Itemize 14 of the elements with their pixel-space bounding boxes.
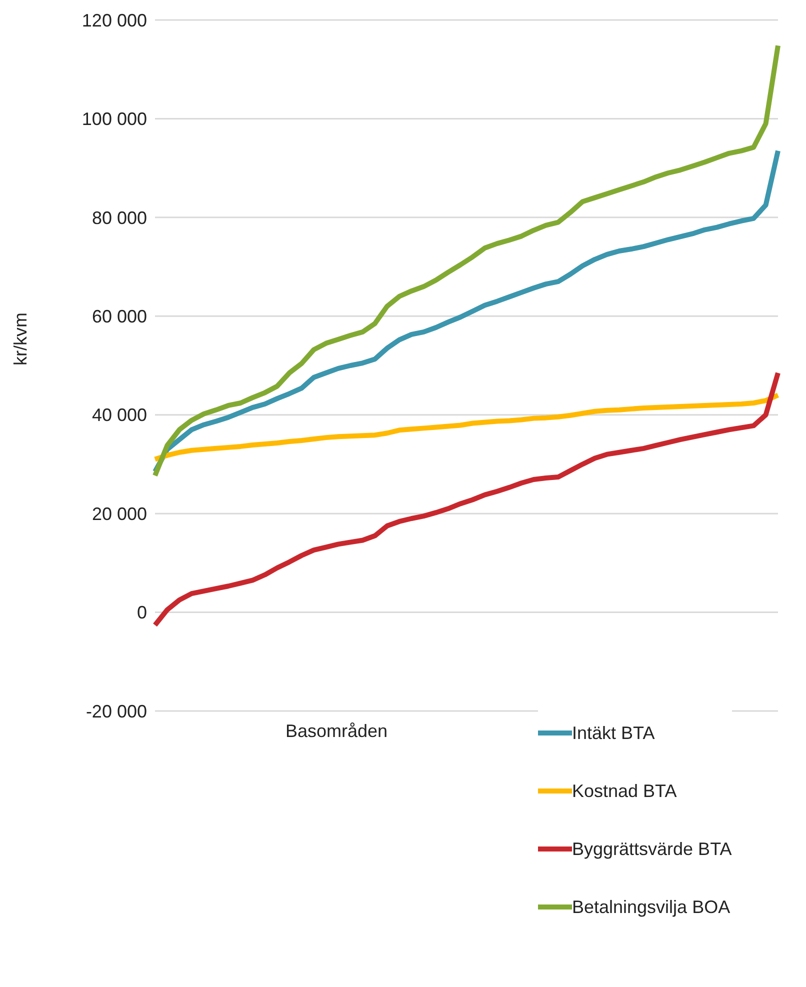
- y-tick-label: 80 000: [92, 208, 147, 228]
- y-tick-label: -20 000: [86, 701, 147, 722]
- legend-label: Byggrättsvärde BTA: [572, 838, 732, 860]
- legend-label: Betalningsvilja BOA: [572, 896, 730, 918]
- y-tick-label: 120 000: [82, 10, 147, 30]
- y-axis-title: kr/kvm: [10, 312, 30, 366]
- y-tick-label: 100 000: [82, 109, 147, 130]
- y-tick-label: 60 000: [92, 306, 147, 327]
- x-axis-title: Basområden: [285, 721, 388, 741]
- legend-label: Kostnad BTA: [572, 780, 677, 802]
- y-tick-label: 20 000: [92, 504, 147, 524]
- y-tick-label: 40 000: [92, 405, 147, 426]
- y-tick-label: 0: [136, 602, 147, 623]
- legend-label: Intäkt BTA: [572, 722, 655, 744]
